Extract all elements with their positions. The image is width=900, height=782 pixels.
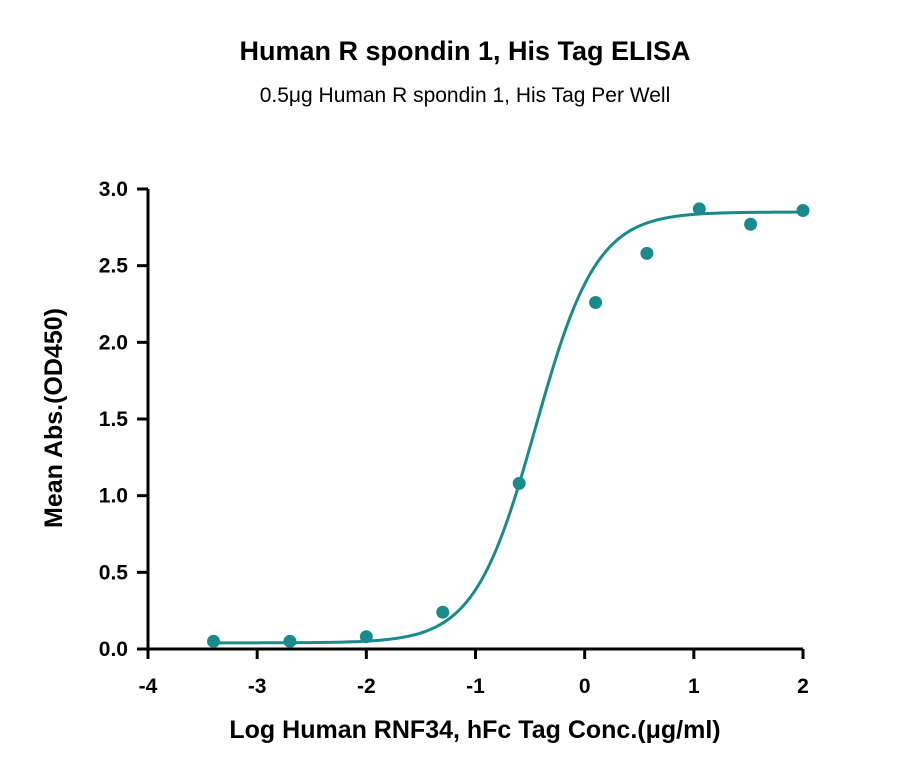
x-tick-label: -3 xyxy=(248,675,267,698)
chart-subtitle: 0.5μg Human R spondin 1, His Tag Per Wel… xyxy=(260,84,671,107)
y-tick-label: 3.0 xyxy=(99,178,128,201)
chart-title: Human R spondin 1, His Tag ELISA xyxy=(239,36,690,66)
data-point xyxy=(692,202,706,216)
y-tick-label: 1.0 xyxy=(99,485,128,508)
data-point xyxy=(640,246,654,260)
data-point xyxy=(436,605,450,619)
y-tick-label: 2.0 xyxy=(99,331,128,354)
x-tick-label: -1 xyxy=(466,675,485,698)
data-point xyxy=(359,630,373,644)
x-tick-label: 2 xyxy=(797,675,809,698)
x-tick-label: 1 xyxy=(688,675,700,698)
y-tick-label: 0.5 xyxy=(99,561,129,584)
x-tick-label: 0 xyxy=(579,675,591,698)
y-tick-label: 1.5 xyxy=(99,408,129,431)
data-point xyxy=(512,476,526,490)
data-points xyxy=(207,202,810,648)
x-tick-label: -2 xyxy=(357,675,376,698)
data-point xyxy=(796,203,810,217)
data-point xyxy=(283,634,297,648)
y-axis-label: Mean Abs.(OD450) xyxy=(40,308,68,528)
x-tick-label: -4 xyxy=(139,675,158,698)
x-axis-ticks: -4 -3 -2 -1 0 1 2 xyxy=(139,649,809,698)
data-point xyxy=(744,217,758,231)
y-tick-label: 2.5 xyxy=(99,255,129,278)
data-point xyxy=(207,634,220,648)
x-axis-label: Log Human RNF34, hFc Tag Conc.(μg/ml) xyxy=(229,716,720,744)
data-point xyxy=(589,295,603,309)
fit-curve xyxy=(213,210,804,645)
y-tick-label: 0.0 xyxy=(99,638,128,661)
y-axis-ticks: 0.0 0.5 1.0 1.5 2.0 2.5 3.0 xyxy=(99,178,148,661)
